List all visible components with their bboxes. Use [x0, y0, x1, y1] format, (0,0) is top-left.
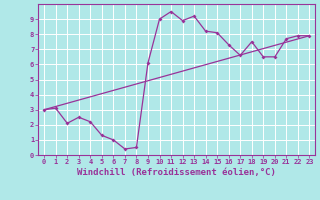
X-axis label: Windchill (Refroidissement éolien,°C): Windchill (Refroidissement éolien,°C): [77, 168, 276, 177]
